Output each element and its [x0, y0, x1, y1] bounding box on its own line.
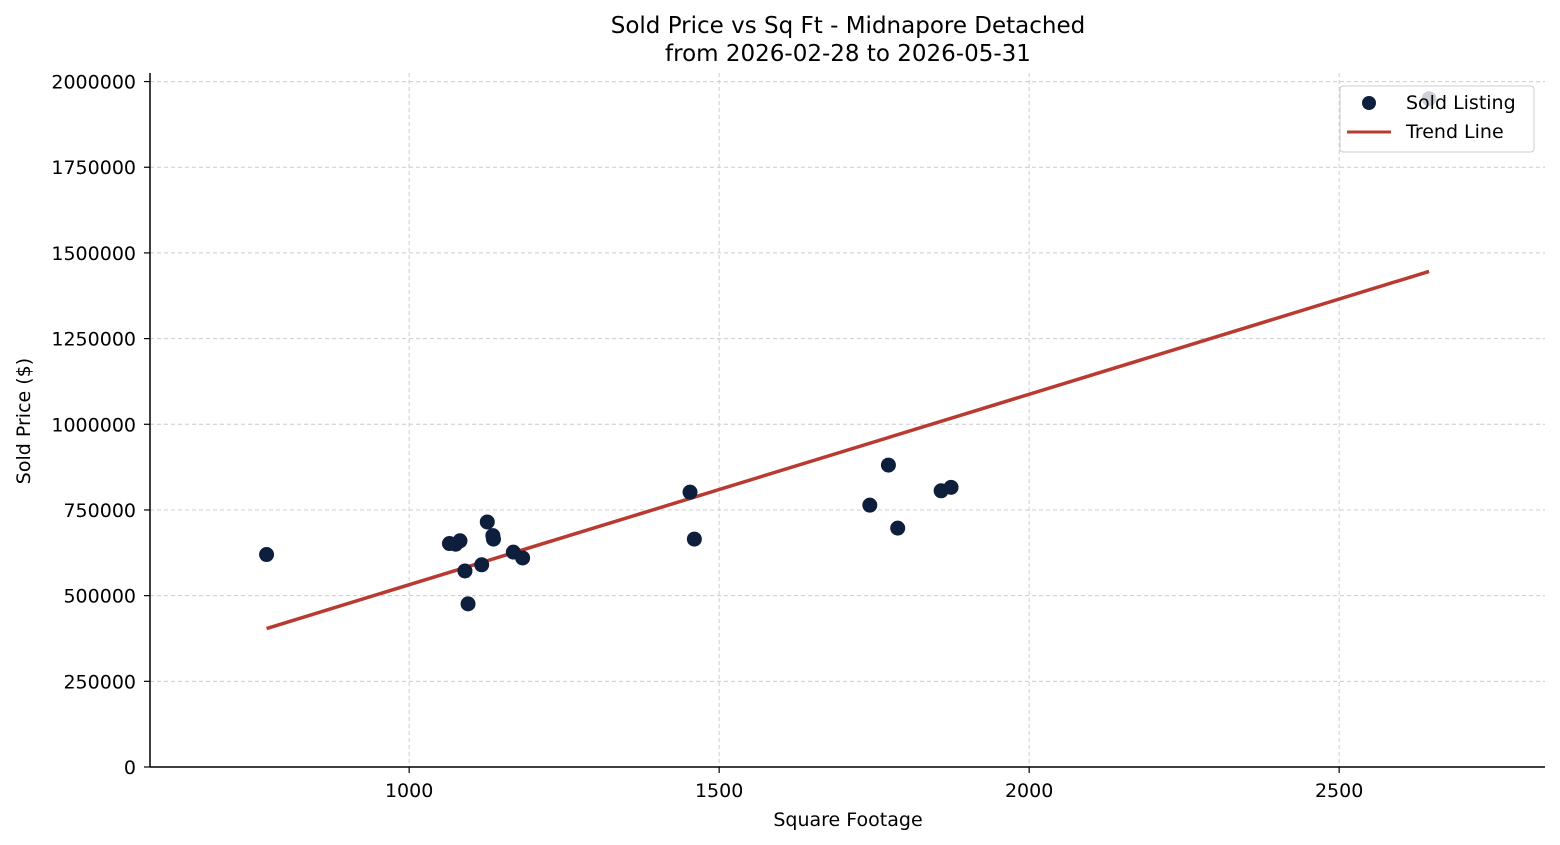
- legend-marker-sold-listing: [1362, 96, 1376, 110]
- x-tick-label: 2500: [1315, 780, 1363, 802]
- data-point: [485, 531, 501, 547]
- trend-line-layer: [266, 269, 1430, 631]
- data-point: [474, 557, 490, 573]
- points-layer: [259, 91, 1437, 612]
- y-tick-label: 750000: [63, 500, 136, 522]
- data-point: [460, 596, 476, 612]
- x-tick-label: 1000: [385, 780, 433, 802]
- chart-subtitle: from 2026-02-28 to 2026-05-31: [665, 41, 1031, 67]
- y-tick-label: 1750000: [51, 157, 136, 179]
- data-point: [479, 514, 495, 530]
- x-tick-label: 2000: [1005, 780, 1053, 802]
- chart-title: Sold Price vs Sq Ft - Midnapore Detached: [611, 13, 1086, 39]
- data-point: [862, 497, 878, 513]
- data-point: [515, 550, 531, 566]
- legend-label-trend-line: Trend Line: [1405, 121, 1504, 143]
- data-point: [682, 484, 698, 500]
- y-tick-label: 250000: [63, 671, 136, 693]
- data-point: [890, 520, 906, 536]
- y-tick-label: 500000: [63, 586, 136, 608]
- y-tick-label: 1500000: [51, 243, 136, 265]
- data-point: [259, 547, 275, 563]
- y-axis-title: Sold Price ($): [13, 358, 35, 484]
- data-point: [686, 531, 702, 547]
- data-point: [457, 563, 473, 579]
- legend: Sold Listing Trend Line: [1339, 85, 1535, 153]
- grid: [150, 73, 1545, 768]
- y-tick-label: 2000000: [51, 72, 136, 94]
- y-tick-label: 0: [124, 757, 136, 779]
- data-point: [943, 479, 959, 495]
- x-axis-title: Square Footage: [773, 809, 922, 831]
- y-tick-label: 1000000: [51, 414, 136, 436]
- trend-line: [266, 269, 1430, 631]
- legend-label-sold-listing: Sold Listing: [1406, 92, 1516, 114]
- legend-box: [1339, 85, 1535, 153]
- x-ticks: 1000 1500 2000 2500: [385, 767, 1363, 802]
- data-point: [452, 533, 468, 549]
- data-point: [880, 457, 896, 473]
- y-tick-label: 1250000: [51, 329, 136, 351]
- y-ticks: 0 250000 500000 750000 1000000 1250000 1500000…: [51, 72, 150, 779]
- x-tick-label: 1500: [695, 780, 743, 802]
- axes: [149, 73, 1545, 768]
